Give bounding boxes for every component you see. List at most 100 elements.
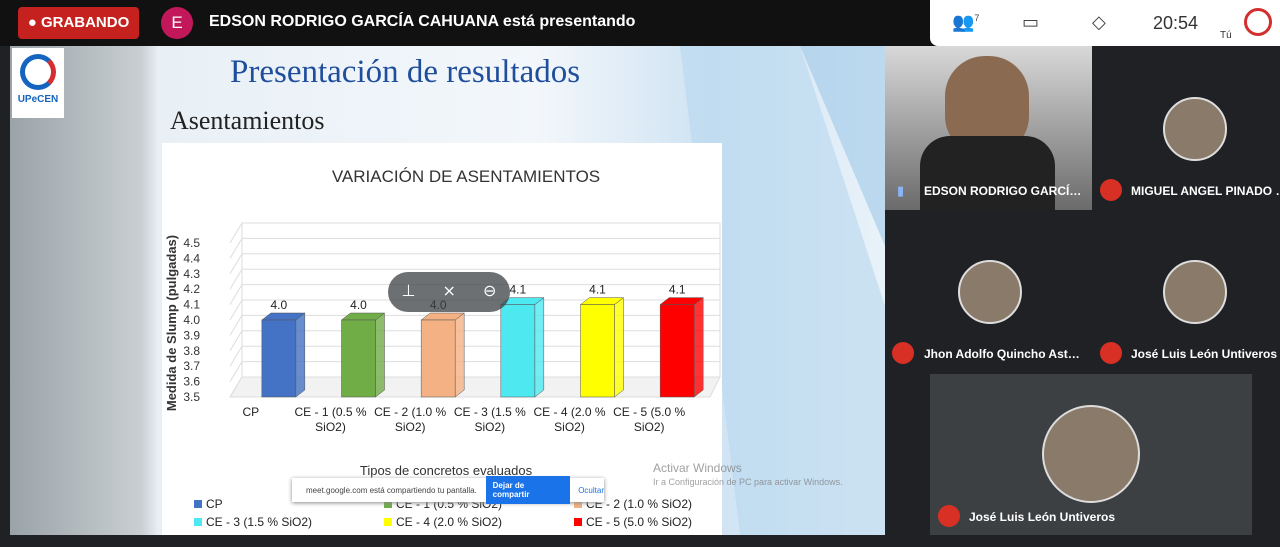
legend-label: CE - 3 (1.5 % SiO2) bbox=[206, 515, 313, 529]
x-tick-label: CE - 1 (0.5 % SiO2) bbox=[294, 405, 367, 434]
recording-badge[interactable]: ● GRABANDO bbox=[18, 7, 139, 39]
y-tick-label: 3.7 bbox=[183, 359, 200, 373]
grid-line bbox=[229, 361, 243, 382]
participant-avatar bbox=[1042, 405, 1140, 503]
slide-decoration bbox=[680, 46, 885, 535]
grid-line bbox=[229, 376, 243, 398]
value-label: 4.1 bbox=[509, 283, 526, 297]
chart: VARIACIÓN DE ASENTAMIENTOS Medida de Slu… bbox=[162, 143, 722, 535]
x-tick-label: CE - 4 (2.0 % SiO2) bbox=[533, 405, 606, 434]
logo: UPeCEN bbox=[12, 48, 64, 118]
legend-item: CE - 2 (1.0 % SiO2) bbox=[574, 497, 692, 511]
bar bbox=[500, 304, 536, 398]
y-tick-label: 3.6 bbox=[183, 375, 200, 389]
legend-item: CE - 5 (5.0 % SiO2) bbox=[574, 515, 692, 529]
share-notice: meet.google.com está compartiendo tu pan… bbox=[292, 476, 604, 504]
recording-text: GRABANDO bbox=[40, 14, 130, 31]
y-tick-label: 4.3 bbox=[183, 267, 200, 281]
legend-item: CP bbox=[194, 497, 223, 511]
y-tick-label: 4.4 bbox=[183, 251, 200, 265]
x-tick-label: CE - 5 (5.0 % SiO2) bbox=[613, 405, 686, 434]
participant-avatar bbox=[1163, 97, 1227, 161]
legend-swatch bbox=[574, 500, 582, 508]
legend-swatch bbox=[574, 518, 582, 526]
y-axis-label: Medida de Slump (pulgadas) bbox=[164, 235, 179, 411]
participant-name: Jhon Adolfo Quincho Ast… bbox=[924, 347, 1080, 361]
pin-icon[interactable]: ⊥ bbox=[401, 283, 416, 300]
mute-icon[interactable]: ⨯ bbox=[442, 283, 456, 300]
x-axis-label: Tipos de concretos evaluados bbox=[360, 463, 533, 478]
share-notice-text: meet.google.com está compartiendo tu pan… bbox=[306, 485, 477, 495]
value-label: 4.0 bbox=[270, 298, 287, 312]
logo-text: UPeCEN bbox=[17, 94, 59, 105]
chart-svg: VARIACIÓN DE ASENTAMIENTOS Medida de Slu… bbox=[164, 167, 721, 478]
watermark-text: Ir a Configuración de PC para activar Wi… bbox=[653, 477, 843, 487]
y-tick-label: 4.5 bbox=[183, 236, 200, 250]
bar bbox=[261, 319, 297, 398]
legend-item: CE - 4 (2.0 % SiO2) bbox=[384, 515, 502, 529]
y-tick-label: 3.5 bbox=[183, 390, 200, 404]
legend-label: CE - 5 (5.0 % SiO2) bbox=[586, 515, 693, 529]
stop-button[interactable]: Dejar de compartir bbox=[485, 476, 571, 504]
legend-item: CE - 3 (1.5 % SiO2) bbox=[194, 515, 312, 529]
muted-icon bbox=[1100, 179, 1122, 201]
grid-line bbox=[229, 222, 243, 244]
participant-name: José Luis León Untiveros bbox=[969, 510, 1116, 524]
x-tick-label: CP bbox=[242, 405, 260, 419]
grid-line bbox=[229, 238, 243, 259]
participant-avatar bbox=[958, 260, 1022, 324]
people-icon[interactable]: 👥7 bbox=[952, 12, 980, 32]
legend-swatch bbox=[384, 500, 392, 508]
legend-label: CP bbox=[206, 497, 223, 511]
legend-swatch bbox=[194, 518, 202, 526]
presenter-avatar: E bbox=[161, 7, 193, 39]
value-label: 4.1 bbox=[589, 283, 606, 297]
grid-line bbox=[229, 330, 243, 352]
y-tick-label: 4.1 bbox=[183, 298, 200, 312]
grid-line bbox=[229, 299, 243, 321]
y-tick-label: 3.9 bbox=[183, 328, 200, 342]
participant-avatar bbox=[1163, 260, 1227, 324]
grid-line bbox=[229, 253, 243, 275]
bar bbox=[580, 304, 615, 398]
bar bbox=[420, 319, 456, 398]
participant-name: José Luis León Untiveros bbox=[1131, 347, 1278, 361]
bar bbox=[341, 319, 376, 398]
legend-label: CE - 4 (2.0 % SiO2) bbox=[396, 515, 503, 529]
bar-side bbox=[295, 312, 306, 398]
clock: 20:54 bbox=[1153, 13, 1199, 33]
chart-title: VARIACIÓN DE ASENTAMIENTOS bbox=[332, 167, 600, 186]
slide-subtitle: Asentamientos bbox=[170, 106, 325, 135]
grid-line bbox=[229, 268, 243, 290]
bar bbox=[659, 304, 695, 398]
legend-swatch bbox=[384, 518, 392, 526]
grid-line bbox=[229, 345, 243, 367]
you-logo bbox=[1244, 8, 1272, 36]
grid-line bbox=[229, 284, 243, 305]
chat-icon[interactable]: ▭ bbox=[1022, 12, 1040, 32]
muted-icon bbox=[938, 505, 960, 527]
minimize-icon[interactable]: ⊖ bbox=[483, 283, 497, 300]
participant-name: MIGUEL ANGEL PINADO … bbox=[1131, 184, 1280, 198]
bar-side bbox=[534, 297, 545, 398]
you-label: Tú bbox=[1220, 30, 1232, 41]
bar-side bbox=[693, 297, 704, 398]
muted-icon bbox=[1100, 342, 1122, 364]
bar-side bbox=[614, 297, 624, 398]
slide-title: Presentación de resultados bbox=[230, 54, 581, 90]
bar-side bbox=[454, 312, 465, 398]
watermark-title: Activar Windows bbox=[653, 461, 742, 475]
main-video-tile bbox=[885, 46, 1092, 210]
hide-button[interactable]: Ocultar bbox=[578, 485, 604, 495]
muted-icon bbox=[892, 342, 914, 364]
grid-line bbox=[229, 315, 243, 336]
presenter-text: EDSON RODRIGO GARCÍA CAHUANA está presen… bbox=[209, 13, 636, 30]
y-tick-label: 3.8 bbox=[183, 344, 200, 358]
value-label: 4.0 bbox=[350, 298, 367, 312]
activities-icon[interactable]: ◇ bbox=[1092, 12, 1106, 32]
participant-name: EDSON RODRIGO GARCÍ… bbox=[924, 184, 1082, 198]
participant-count: 7 bbox=[974, 13, 980, 23]
legend-swatch bbox=[194, 500, 202, 508]
overlay-controls[interactable]: ⊥ ⨯ ⊖ bbox=[388, 272, 510, 312]
